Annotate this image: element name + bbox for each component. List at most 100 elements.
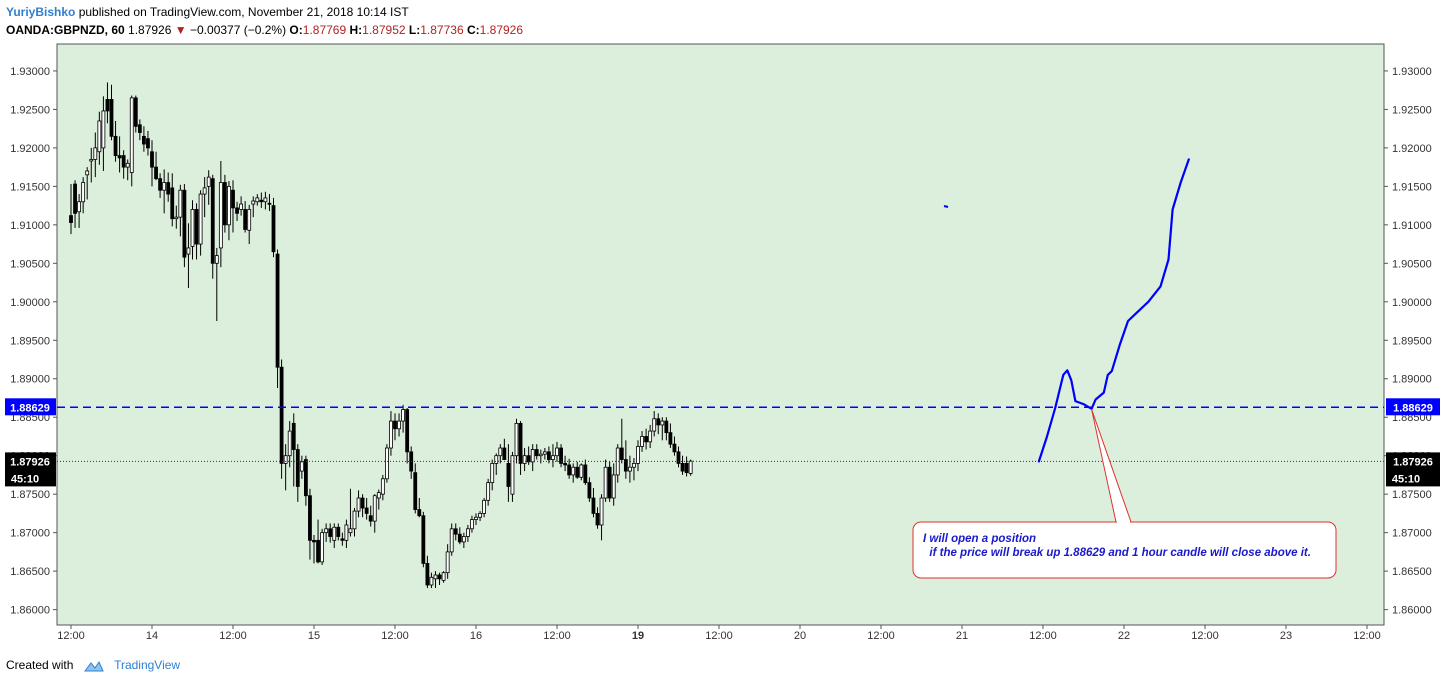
candle-up[interactable] (97, 120, 102, 153)
candle-up[interactable] (283, 455, 288, 464)
candle-up[interactable] (660, 420, 665, 426)
candle-up[interactable] (247, 209, 252, 231)
candle-down[interactable] (393, 420, 397, 430)
candle-up[interactable] (299, 461, 304, 472)
candle-up[interactable] (636, 446, 640, 464)
candle-up[interactable] (287, 430, 292, 457)
candle-up[interactable] (101, 110, 106, 149)
candle-up[interactable] (174, 216, 179, 220)
candle-up[interactable] (356, 497, 361, 512)
candle-up[interactable] (498, 447, 503, 457)
candle-up[interactable] (77, 201, 81, 213)
candle-up[interactable] (332, 526, 337, 541)
candle-down[interactable] (672, 443, 677, 453)
candle-up[interactable] (85, 170, 90, 176)
candle-up[interactable] (530, 449, 535, 463)
candle-up[interactable] (478, 513, 482, 518)
candle-down[interactable] (506, 462, 511, 487)
candle-down[interactable] (644, 436, 648, 443)
candle-up[interactable] (494, 455, 499, 464)
candle-up[interactable] (522, 455, 527, 464)
candle-up[interactable] (214, 255, 219, 264)
candle-up[interactable] (380, 478, 385, 495)
candle-up[interactable] (571, 466, 576, 476)
projection-path[interactable] (1037, 158, 1190, 463)
candle-up[interactable] (397, 420, 401, 430)
candle-up[interactable] (255, 197, 260, 203)
candle-down[interactable] (267, 202, 272, 205)
candle-down[interactable] (684, 462, 689, 474)
candle-up[interactable] (206, 176, 211, 187)
candle-down[interactable] (405, 409, 410, 453)
candle-up[interactable] (474, 516, 478, 520)
candle-down[interactable] (623, 459, 628, 472)
candle-down[interactable] (146, 138, 150, 149)
candle-up[interactable] (433, 574, 438, 580)
candle-down[interactable] (154, 166, 158, 180)
candle-up[interactable] (93, 147, 98, 160)
candle-down[interactable] (73, 183, 77, 214)
candle-down[interactable] (113, 135, 118, 156)
candle-up[interactable] (239, 203, 244, 210)
candle-up[interactable] (441, 572, 446, 581)
candle-down[interactable] (150, 151, 154, 168)
candle-down[interactable] (222, 182, 227, 226)
candle-up[interactable] (125, 162, 130, 168)
candle-up[interactable] (465, 528, 470, 537)
candle-up[interactable] (579, 464, 584, 478)
candle-down[interactable] (69, 215, 73, 223)
candle-up[interactable] (251, 200, 256, 205)
candle-down[interactable] (166, 182, 171, 195)
candle-down[interactable] (243, 209, 248, 230)
candle-down[interactable] (364, 507, 369, 514)
candle-down[interactable] (158, 178, 163, 191)
candle-down[interactable] (271, 205, 276, 253)
candle-up[interactable] (538, 453, 543, 457)
candle-down[interactable] (182, 189, 187, 258)
candle-down[interactable] (210, 178, 215, 264)
candle-up[interactable] (652, 418, 657, 432)
candle-up[interactable] (482, 499, 487, 514)
candle-up[interactable] (510, 455, 515, 495)
candle-up[interactable] (542, 451, 547, 455)
author-link[interactable]: YuriyBishko (6, 5, 76, 19)
candle-down[interactable] (360, 497, 365, 509)
candle-down[interactable] (664, 420, 669, 434)
candle-down[interactable] (425, 563, 430, 586)
candle-down[interactable] (137, 124, 142, 133)
candle-down[interactable] (563, 462, 567, 466)
candle-down[interactable] (231, 189, 235, 209)
candle-up[interactable] (401, 409, 406, 422)
candle-down[interactable] (656, 418, 661, 426)
candle-up[interactable] (324, 528, 329, 534)
candle-down[interactable] (587, 482, 592, 499)
candle-up[interactable] (263, 197, 268, 203)
candle-down[interactable] (437, 574, 442, 580)
candle-down[interactable] (109, 99, 114, 137)
candle-down[interactable] (676, 451, 681, 464)
candle-up[interactable] (89, 159, 94, 162)
candle-up[interactable] (348, 528, 353, 534)
candle-down[interactable] (340, 538, 345, 541)
candle-up[interactable] (186, 247, 191, 255)
candle-up[interactable] (648, 430, 653, 443)
candle-down[interactable] (502, 447, 507, 460)
candle-up[interactable] (615, 447, 620, 476)
candle-down[interactable] (595, 513, 600, 526)
candle-down[interactable] (619, 447, 624, 460)
candle-down[interactable] (303, 459, 308, 497)
candle-down[interactable] (259, 199, 264, 203)
candle-up[interactable] (372, 495, 377, 522)
candle-up[interactable] (514, 422, 519, 457)
candle-up[interactable] (628, 466, 632, 472)
candle-down[interactable] (567, 464, 572, 476)
candle-up[interactable] (376, 492, 381, 499)
candle-down[interactable] (583, 464, 588, 484)
candle-down[interactable] (453, 528, 458, 535)
candle-up[interactable] (352, 510, 357, 530)
candle-down[interactable] (368, 515, 373, 522)
candle-down[interactable] (591, 497, 596, 514)
candle-up[interactable] (486, 482, 491, 501)
candle-down[interactable] (170, 187, 175, 220)
